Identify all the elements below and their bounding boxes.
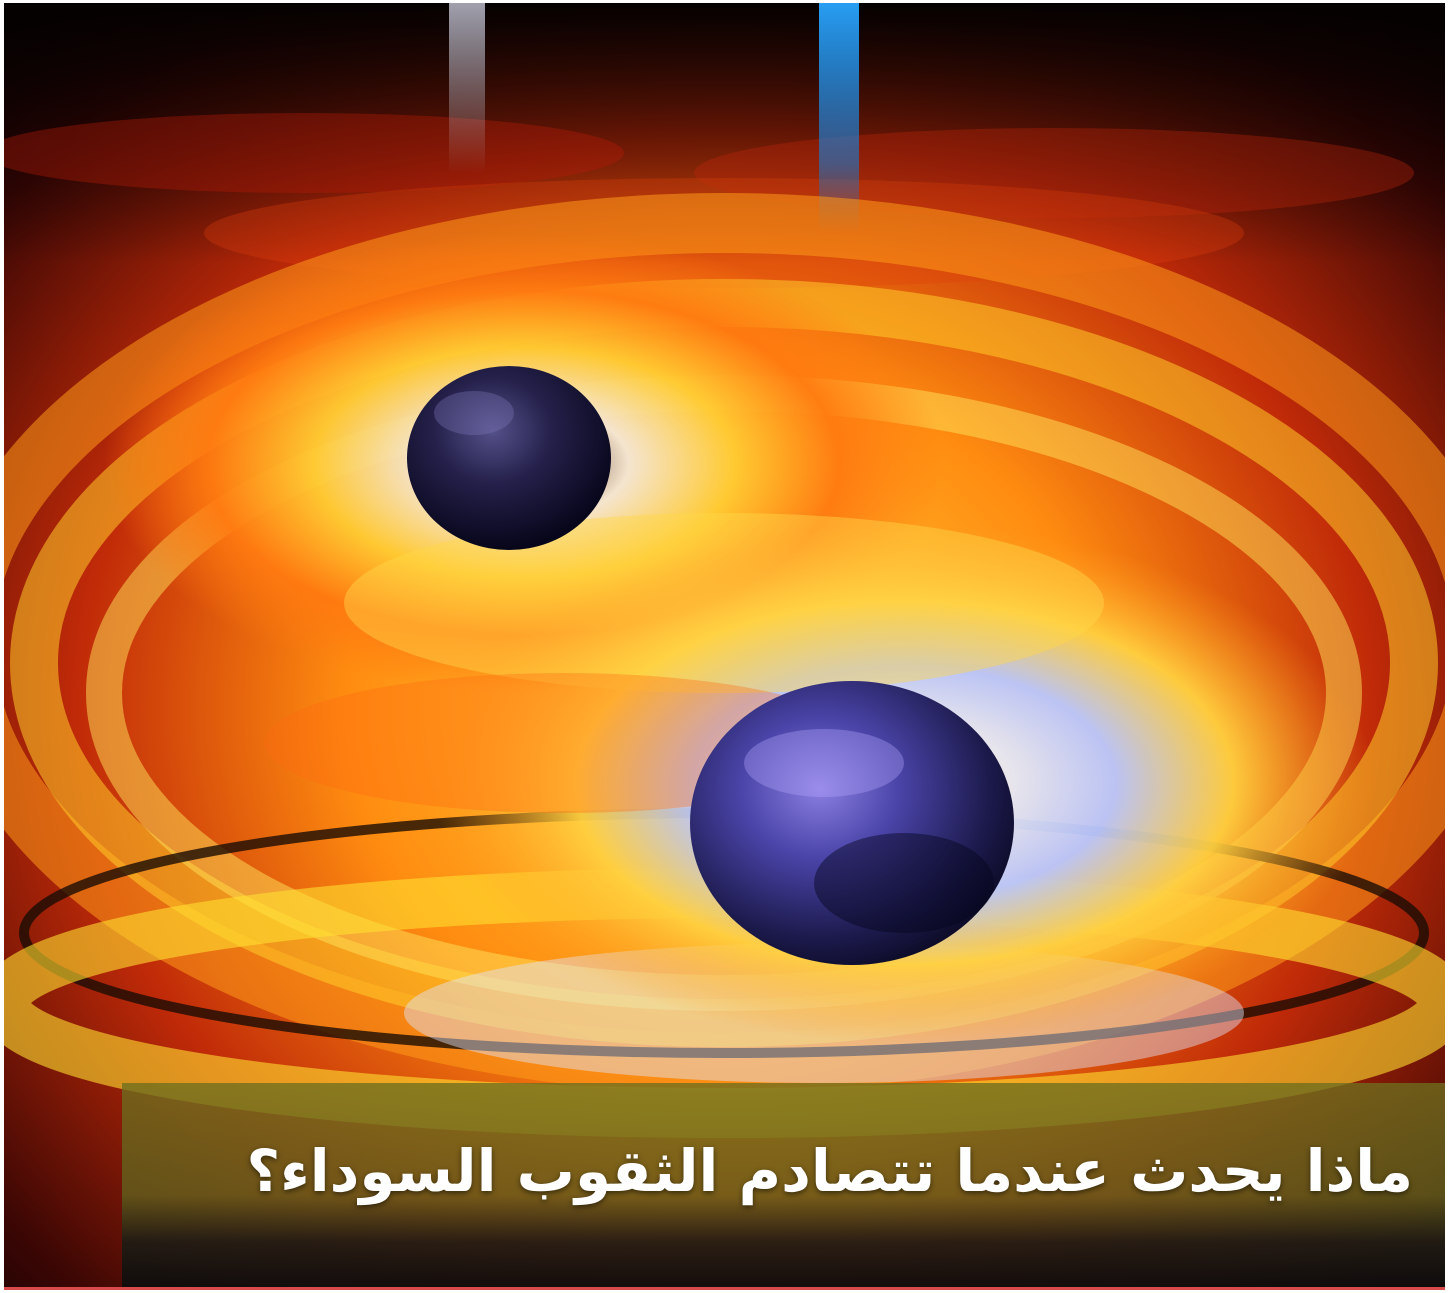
lower-black-hole bbox=[690, 681, 1014, 965]
caption-bar bbox=[122, 1083, 1445, 1287]
caption-title: ماذا يحدث عندما تتصادم الثقوب السوداء؟ bbox=[246, 1137, 1413, 1205]
black-holes-artwork bbox=[4, 3, 1445, 1287]
blue-jet bbox=[819, 3, 859, 233]
grey-jet bbox=[449, 3, 485, 173]
image-frame bbox=[4, 3, 1445, 1290]
upper-black-hole bbox=[407, 366, 611, 550]
